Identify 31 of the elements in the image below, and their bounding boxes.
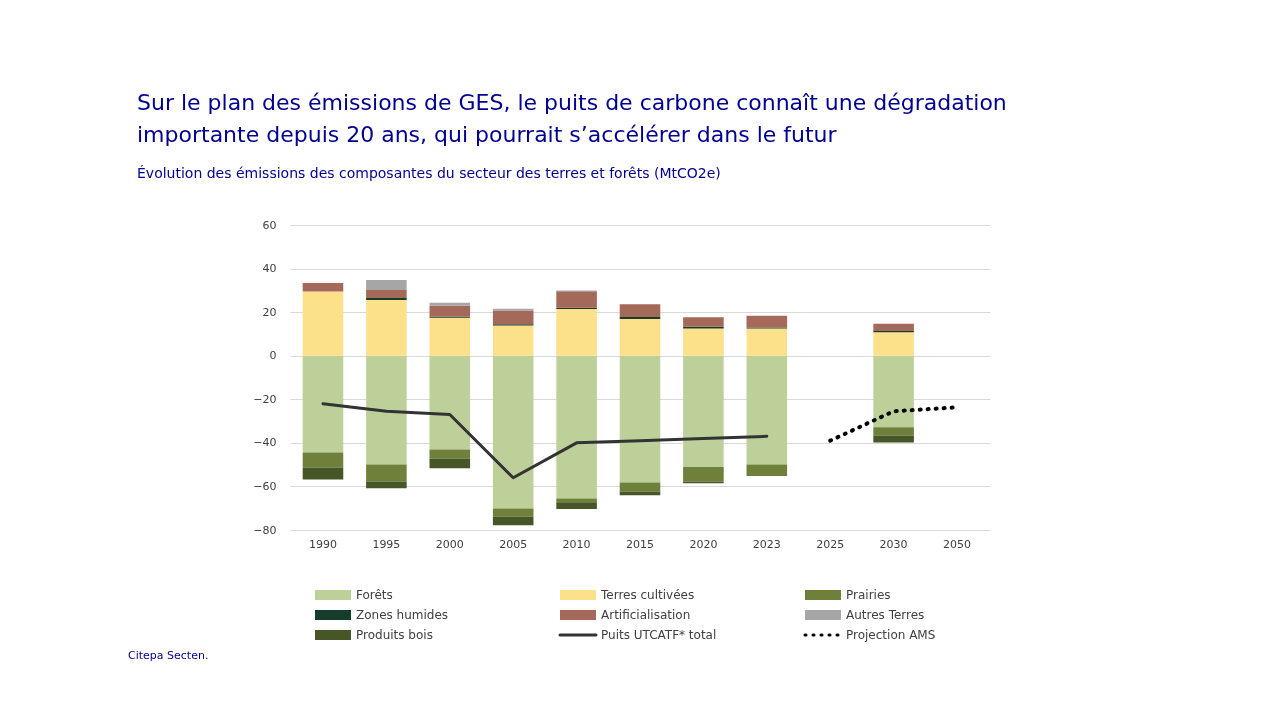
legend-label: Projection AMS bbox=[846, 628, 936, 642]
x-tick-label: 2023 bbox=[752, 537, 781, 551]
x-tick-label: 2015 bbox=[626, 537, 654, 551]
legend-label: Forêts bbox=[356, 588, 393, 602]
x-tick-label: 2020 bbox=[689, 537, 718, 551]
y-tick-label: −80 bbox=[253, 523, 277, 537]
x-tick-label: 1995 bbox=[372, 537, 401, 551]
y-tick-label: −20 bbox=[253, 392, 277, 406]
x-tick-label: 2030 bbox=[879, 537, 908, 551]
legend-label: Artificialisation bbox=[601, 608, 691, 622]
legend-label: Produits bois bbox=[356, 628, 433, 642]
text: Citepa Secten. bbox=[128, 649, 209, 662]
y-tick-label: 20 bbox=[262, 305, 277, 319]
legend-label: Puits UTCATF* total bbox=[601, 628, 717, 642]
x-tick-label: 2025 bbox=[816, 537, 845, 551]
x-tick-label: 2050 bbox=[943, 537, 972, 551]
legend-label: Autres Terres bbox=[846, 608, 925, 622]
x-tick-label: 2005 bbox=[499, 537, 528, 551]
y-tick-label: −60 bbox=[253, 479, 277, 493]
legend-label: Prairies bbox=[846, 588, 891, 602]
x-tick-label: 2000 bbox=[435, 537, 464, 551]
y-tick-label: 0 bbox=[269, 349, 277, 363]
chart-subtitle: Évolution des émissions des composantes du secteur des terres et forêts (MtCO2e) bbox=[137, 165, 721, 181]
chart-title: Sur le plan des émissions de GES, le puits de carbone connaît une dégradation importante depuis 20 ans, qui pourrait s’accélérer dans le futur bbox=[137, 90, 1007, 147]
y-tick-label: −40 bbox=[253, 436, 277, 450]
x-tick-label: 2010 bbox=[562, 537, 591, 551]
x-tick-label: 1990 bbox=[308, 537, 337, 551]
y-tick-label: 60 bbox=[262, 218, 277, 232]
legend-label: Zones humides bbox=[356, 608, 449, 622]
y-tick-label: 40 bbox=[262, 262, 277, 276]
legend-label: Terres cultivées bbox=[600, 588, 695, 602]
